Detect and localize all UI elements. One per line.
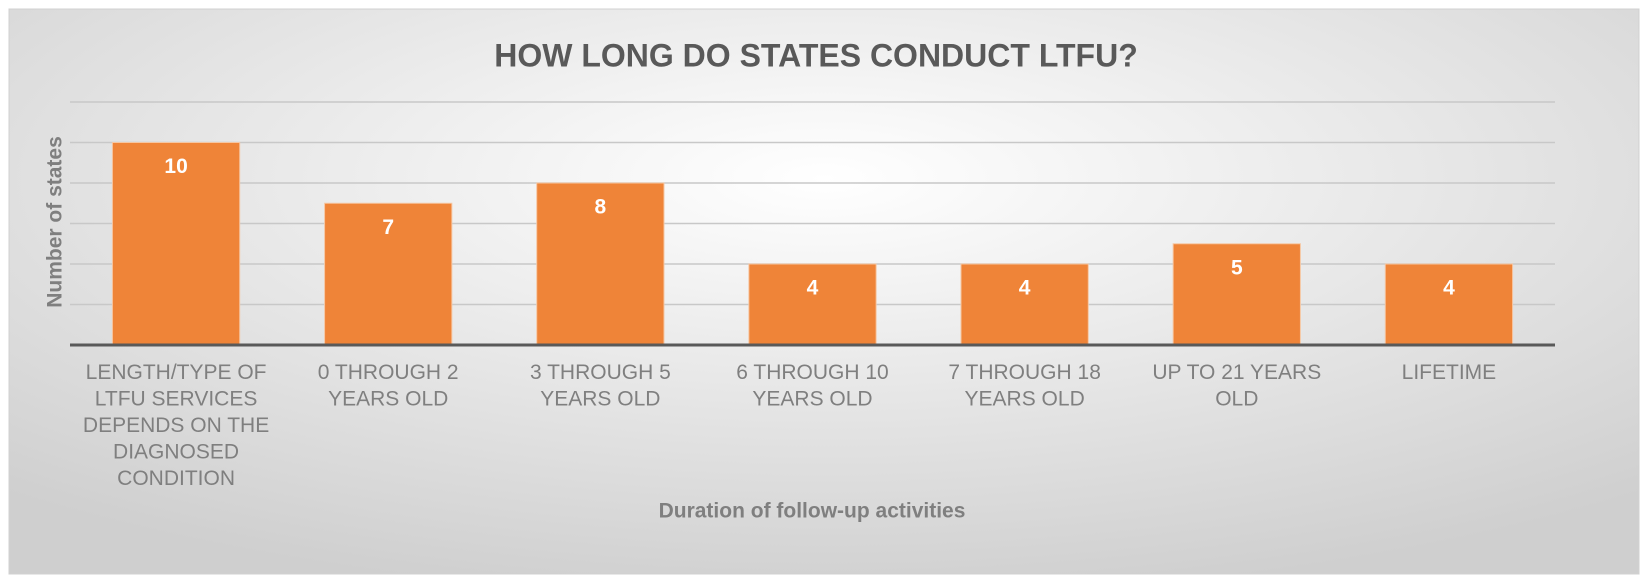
x-tick-label: 7 THROUGH 18 YEARS OLD: [948, 361, 1101, 411]
bar: [536, 182, 665, 346]
x-tick-label: 0 THROUGH 2 YEARS OLD: [318, 361, 459, 411]
data-label: 4: [1443, 277, 1455, 300]
data-label: 5: [1231, 256, 1243, 279]
bar: [1384, 263, 1514, 346]
data-label: 4: [807, 277, 819, 300]
data-label: 8: [595, 196, 607, 219]
x-tick-label: LENGTH/TYPE OF LTFU SERVICES DEPENDS ON TH…: [83, 361, 269, 490]
chart-title: HOW LONG DO STATES CONDUCT LTFU?: [494, 37, 1137, 73]
x-axis-title: Duration of follow-up activities: [659, 500, 966, 523]
data-label: 4: [1019, 277, 1031, 300]
x-tick-label: LIFETIME: [1402, 361, 1497, 384]
y-axis-title: Number of states: [44, 136, 67, 308]
x-tick-label: 6 THROUGH 10 YEARS OLD: [736, 361, 889, 411]
data-label: 10: [164, 155, 187, 178]
x-tick-label: 3 THROUGH 5 YEARS OLD: [530, 361, 671, 411]
bar: [324, 202, 453, 346]
x-tick-label: UP TO 21 YEARS OLD: [1152, 361, 1321, 411]
data-label: 7: [382, 216, 394, 239]
bar: [111, 142, 241, 346]
bar: [960, 263, 1089, 346]
bar: [1172, 243, 1301, 346]
